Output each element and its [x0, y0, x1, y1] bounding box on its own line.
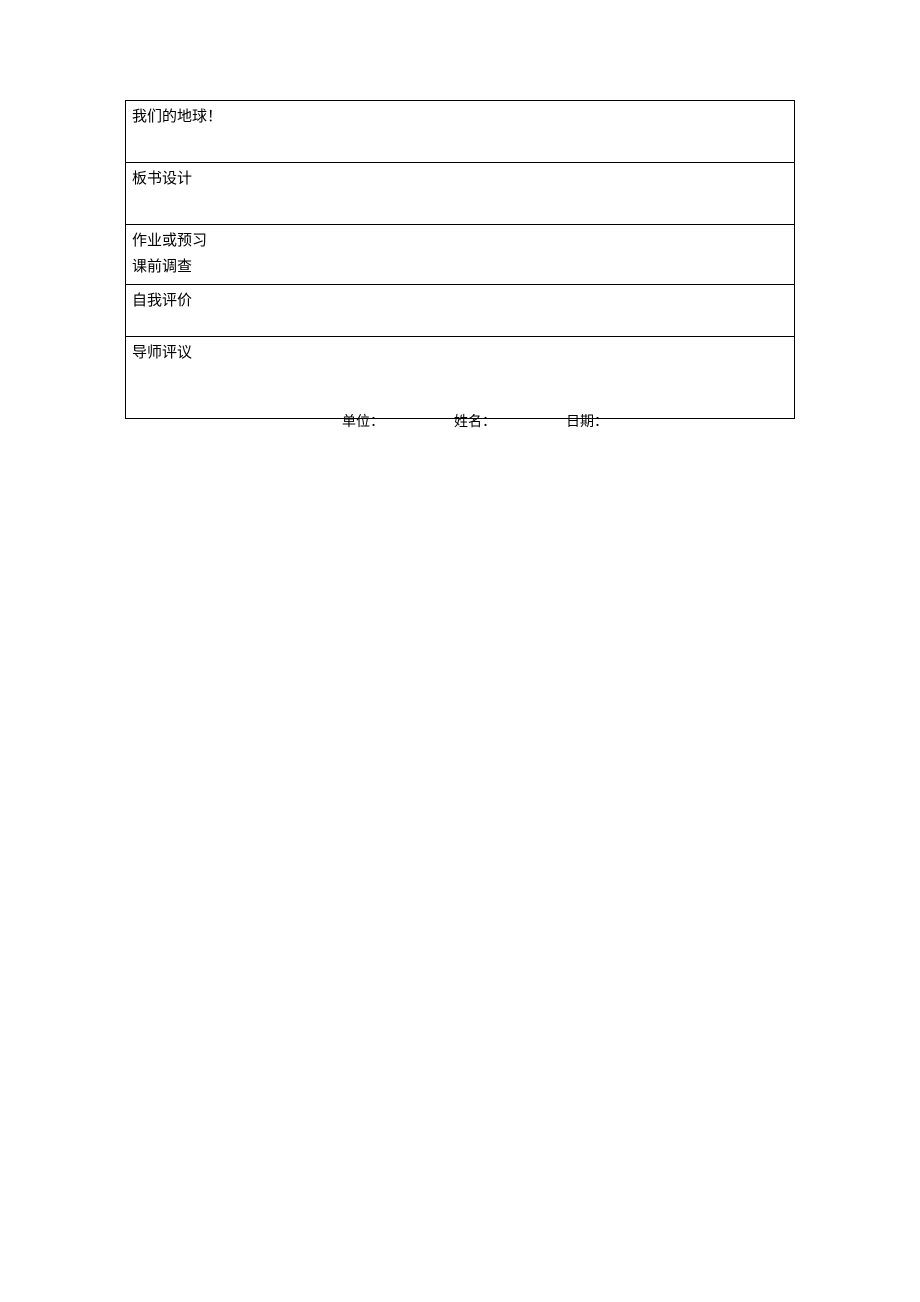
- table-row: 我们的地球！: [126, 101, 795, 163]
- mentor-label: 导师评议: [132, 345, 192, 361]
- footer-labels: 单位： 姓名： 日期：: [132, 365, 788, 438]
- footer-unit: 单位：: [342, 412, 384, 434]
- homework-line1: 作业或预习: [132, 233, 207, 249]
- cell-homework: 作业或预习 课前调查: [126, 225, 795, 285]
- table-row: 导师评议 单位： 姓名： 日期：: [126, 337, 795, 419]
- cell-earth: 我们的地球！: [126, 101, 795, 163]
- table-row: 板书设计: [126, 163, 795, 225]
- cell-self-eval: 自我评价: [126, 285, 795, 337]
- form-table: 我们的地球！ 板书设计 作业或预习 课前调查 自我评价 导师评议 单位： 姓名：…: [125, 100, 795, 419]
- table-row: 作业或预习 课前调查: [126, 225, 795, 285]
- document-page: 我们的地球！ 板书设计 作业或预习 课前调查 自我评价 导师评议 单位： 姓名：…: [0, 0, 920, 419]
- cell-mentor-review: 导师评议 单位： 姓名： 日期：: [126, 337, 795, 419]
- homework-line2: 课前调查: [132, 259, 192, 275]
- table-row: 自我评价: [126, 285, 795, 337]
- footer-name: 姓名：: [454, 412, 496, 434]
- footer-date: 日期：: [566, 412, 608, 434]
- cell-board-design: 板书设计: [126, 163, 795, 225]
